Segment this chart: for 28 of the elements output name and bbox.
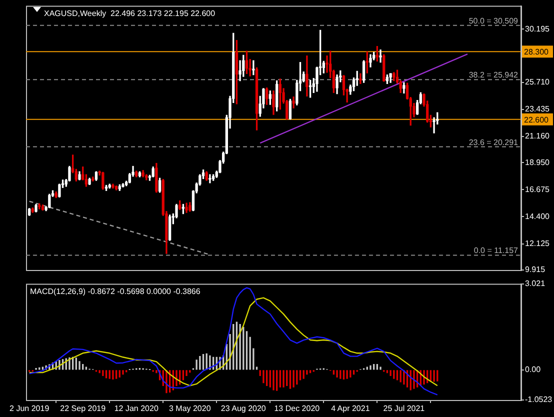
ref-line-label: 28.300	[524, 48, 550, 57]
y-tick-label: 9.915	[525, 265, 546, 274]
ref-line-label: 50.0 = 30.509	[468, 16, 519, 26]
ref-line-label: 38.2 = 25.942	[468, 70, 519, 80]
y-tick-label: 25.710	[525, 78, 550, 87]
y-tick-label: -1.0523	[525, 395, 553, 404]
y-tick-label: 23.435	[525, 104, 550, 114]
x-tick-label: 4 Apr 2021	[331, 404, 370, 414]
chart-title: MACD(12,26,9) -0.8672 -0.5698 0.0000 -0.3866	[30, 286, 201, 296]
chart-title: XAGUSD,Weekly 22.496 23.173 22.195 22.600	[44, 8, 216, 18]
y-tick-label: 16.675	[525, 184, 550, 194]
y-tick-label: 14.400	[525, 212, 550, 221]
x-tick-label: 12 Jan 2020	[114, 404, 159, 414]
x-tick-label: 22 Sep 2019	[60, 404, 106, 414]
x-tick-label: 23 Aug 2020	[220, 404, 266, 414]
ref-line-label: 23.6 = 20.291	[468, 138, 519, 147]
y-tick-label: 3.021	[525, 279, 546, 288]
ref-line-label: 22.600	[524, 115, 550, 124]
x-tick-label: 3 May 2020	[168, 404, 212, 414]
x-tick-label: 25 Jul 2021	[383, 404, 426, 414]
ref-line-label: 0.0 = 11.157	[474, 246, 519, 256]
y-tick-label: 30.195	[525, 24, 550, 34]
x-tick-label: 13 Dec 2020	[274, 404, 320, 414]
y-tick-label: 18.950	[525, 158, 550, 167]
y-tick-label: 12.125	[525, 238, 550, 248]
x-tick-label: 2 Jun 2019	[10, 404, 50, 414]
y-tick-label: 0.00	[525, 365, 542, 374]
y-tick-label: 21.160	[525, 132, 550, 141]
